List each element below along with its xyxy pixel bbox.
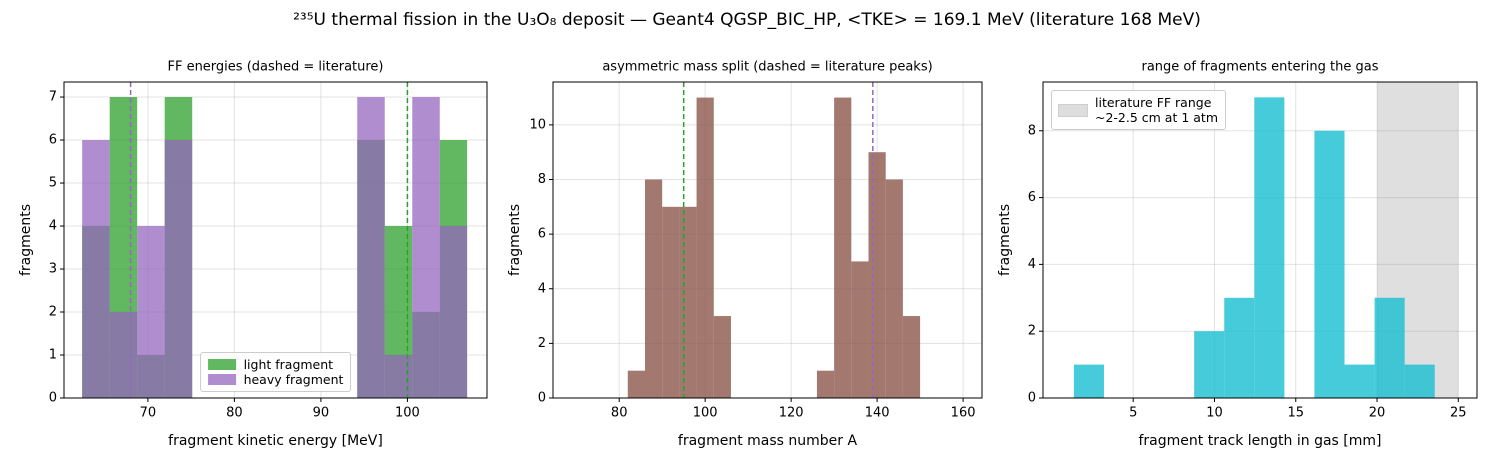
y-tick-label: 6 bbox=[1028, 190, 1036, 205]
panel-title: FF energies (dashed = literature) bbox=[167, 60, 383, 75]
x-tick-label: 160 bbox=[951, 406, 976, 421]
y-tick-label: 0 bbox=[538, 391, 546, 406]
y-tick-label: 4 bbox=[538, 281, 546, 296]
histogram-bar bbox=[82, 140, 110, 398]
histogram-bar bbox=[644, 179, 663, 398]
y-tick-label: 2 bbox=[1028, 324, 1036, 339]
plot-frame bbox=[552, 81, 983, 399]
legend-swatch bbox=[207, 374, 236, 385]
legend: literature FF range ~2-2.5 cm at 1 atm bbox=[1051, 90, 1227, 130]
x-axis-label: fragment kinetic energy [MeV] bbox=[168, 433, 383, 449]
histogram-bar bbox=[851, 261, 869, 398]
y-tick-label: 6 bbox=[49, 133, 57, 148]
histogram-bar bbox=[1314, 130, 1345, 398]
histogram-bar bbox=[885, 179, 903, 398]
x-axis-label: fragment track length in gas [mm] bbox=[1139, 433, 1382, 449]
y-tick-label: 2 bbox=[49, 305, 57, 320]
histogram-bar bbox=[627, 370, 645, 398]
histogram-bar bbox=[412, 97, 440, 399]
histogram-bar bbox=[357, 97, 385, 399]
legend-label: literature FF range ~2-2.5 cm at 1 atm bbox=[1095, 95, 1219, 125]
x-tick-label: 25 bbox=[1450, 406, 1467, 421]
histogram-bar bbox=[1374, 297, 1405, 398]
histogram-bar bbox=[902, 316, 921, 398]
y-axis-label: fragments bbox=[507, 204, 523, 276]
histogram-bar bbox=[109, 312, 138, 398]
x-tick-label: 100 bbox=[395, 406, 420, 421]
histogram-bar bbox=[164, 140, 193, 398]
histogram-bar bbox=[1344, 364, 1375, 398]
x-tick-label: 140 bbox=[865, 406, 890, 421]
x-tick-label: 5 bbox=[1129, 406, 1137, 421]
histogram-bar bbox=[137, 226, 165, 398]
x-axis-label: fragment mass number A bbox=[678, 433, 858, 449]
y-tick-label: 8 bbox=[1028, 123, 1036, 138]
histogram-bar bbox=[1404, 364, 1435, 398]
y-tick-label: 7 bbox=[49, 90, 57, 105]
y-tick-label: 0 bbox=[49, 391, 57, 406]
x-tick-label: 80 bbox=[611, 406, 628, 421]
x-tick-label: 80 bbox=[226, 406, 243, 421]
x-tick-label: 120 bbox=[779, 406, 804, 421]
y-tick-label: 3 bbox=[49, 262, 57, 277]
histogram-bar bbox=[868, 152, 886, 398]
x-tick-label: 100 bbox=[693, 406, 718, 421]
y-tick-label: 10 bbox=[529, 117, 546, 132]
x-tick-label: 20 bbox=[1369, 406, 1386, 421]
x-tick-label: 15 bbox=[1287, 406, 1304, 421]
histogram-bar bbox=[1194, 331, 1225, 398]
x-tick-label: 90 bbox=[313, 406, 330, 421]
figure-title: ²³⁵U thermal fission in the U₃O₈ deposit… bbox=[293, 10, 1201, 30]
x-tick-label: 10 bbox=[1206, 406, 1223, 421]
panel-title: range of fragments entering the gas bbox=[1141, 60, 1378, 75]
x-tick-label: 70 bbox=[140, 406, 157, 421]
legend-label: heavy fragment bbox=[243, 372, 344, 387]
y-tick-label: 4 bbox=[49, 219, 57, 234]
y-tick-label: 2 bbox=[538, 336, 546, 351]
y-tick-label: 5 bbox=[49, 176, 57, 191]
y-tick-label: 8 bbox=[538, 172, 546, 187]
plot-frame bbox=[63, 81, 488, 399]
legend-swatch bbox=[1058, 103, 1088, 117]
legend-entry: literature FF range ~2-2.5 cm at 1 atm bbox=[1058, 95, 1219, 125]
y-tick-label: 1 bbox=[49, 348, 57, 363]
y-tick-label: 6 bbox=[538, 227, 546, 242]
histogram-bar bbox=[713, 316, 731, 398]
histogram-bar bbox=[834, 97, 852, 399]
legend: light fragment heavy fragment bbox=[199, 352, 352, 392]
plot-frame bbox=[1042, 81, 1478, 399]
histogram-bar bbox=[1224, 297, 1255, 398]
panel-title: asymmetric mass split (dashed = literatu… bbox=[602, 60, 932, 75]
legend-swatch bbox=[207, 359, 236, 370]
y-tick-label: 4 bbox=[1028, 257, 1036, 272]
histogram-bar bbox=[696, 97, 714, 399]
histogram-bar bbox=[1254, 97, 1285, 398]
y-axis-label: fragments bbox=[997, 204, 1013, 276]
y-tick-label: 0 bbox=[1028, 391, 1036, 406]
y-axis-label: fragments bbox=[18, 204, 34, 276]
histogram-bar bbox=[1073, 364, 1104, 398]
legend-label: light fragment bbox=[243, 357, 334, 372]
histogram-bar bbox=[384, 355, 413, 398]
histogram-bar bbox=[439, 226, 468, 398]
histogram-bar bbox=[679, 206, 697, 398]
legend-entry: heavy fragment bbox=[207, 372, 344, 387]
histogram-bar bbox=[816, 370, 835, 398]
legend-entry: light fragment bbox=[207, 357, 344, 372]
histogram-bar bbox=[662, 206, 680, 398]
